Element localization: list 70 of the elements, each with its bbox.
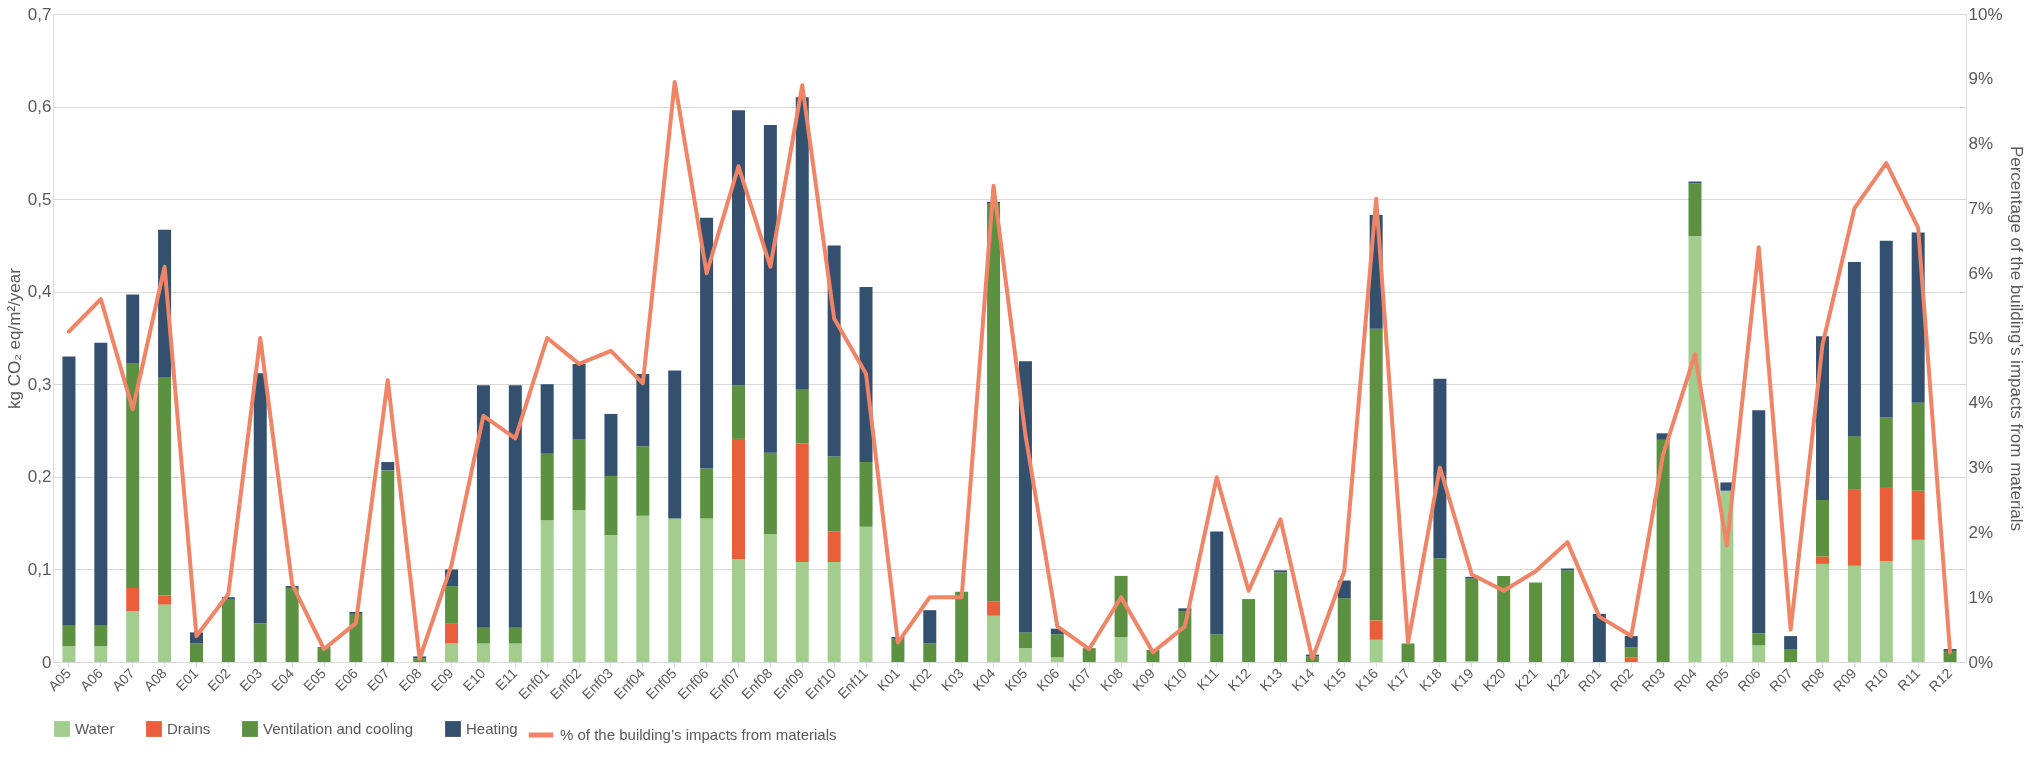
x-tick-label: E10 [459,664,489,695]
x-tick-label: E05 [300,664,330,695]
y-axis-title: kg CO₂ eq/m²/year [4,267,24,409]
x-tick-label: A06 [76,664,106,695]
y2-tick-label: 3% [1968,458,1994,478]
x-tick-label: K04 [969,664,999,695]
y2-tick-label: 1% [1968,587,1994,607]
x-tick-label: E04 [268,664,298,695]
x-tick-label: K02 [905,664,935,695]
x-tick-label: K09 [1128,664,1159,695]
x-tick-label: R01 [1574,664,1605,695]
x-tick-label: R03 [1638,664,1669,695]
x-tick-label: K10 [1160,664,1190,695]
y-tick-label: 0,6 [27,97,52,117]
x-tick-label: R06 [1734,664,1764,695]
y2-tick-label: 5% [1968,328,1994,348]
y2-tick-label: 9% [1968,69,1994,89]
x-tick-label: E07 [363,664,393,695]
x-tick-label: K14 [1288,664,1318,695]
x-tick-label: K15 [1320,664,1350,695]
y-tick-label: 0,1 [27,559,52,579]
legend-label: Drains [167,720,211,737]
x-tick-label: R10 [1861,664,1892,695]
x-tick-label: K20 [1479,664,1509,695]
x-tick-label: R09 [1829,664,1860,695]
x-tick-label: K08 [1097,664,1127,695]
y2-tick-label: 0% [1968,652,1994,672]
y2-axis-title: Percentage of the building’s impacts from materials [2006,145,2026,532]
x-tick-label: R08 [1798,664,1828,695]
y2-tick-label: 10% [1968,4,2003,24]
x-tick-label: E01 [172,664,202,695]
y-tick-label: 0,2 [27,467,52,487]
x-tick-label: K22 [1543,664,1573,695]
y-tick-label: 0,4 [27,282,52,302]
x-tick-label: R02 [1606,664,1637,695]
x-tick-label: K03 [937,664,967,695]
x-tick-label: K13 [1256,664,1286,695]
y2-tick-label: 4% [1968,393,1994,413]
x-tick-label: K07 [1065,664,1095,695]
x-tick-label: E08 [395,664,425,695]
x-tick-label: R11 [1894,664,1924,694]
x-tick-label: E06 [331,664,361,695]
x-tick-label: K21 [1511,664,1541,695]
x-tick-label: K01 [873,664,903,695]
y-tick-label: 0,5 [27,189,52,209]
y-tick-label: 0,3 [27,374,52,394]
legend-label: % of the building’s impacts from materials [560,726,837,743]
y2-tick-label: 8% [1968,134,1994,154]
y2-tick-label: 7% [1968,198,1994,218]
x-tick-label: K06 [1033,664,1063,695]
y2-tick-label: 6% [1968,263,1994,283]
x-tick-label: R04 [1670,664,1701,695]
x-tick-label: E09 [427,664,457,695]
legend-label: Heating [466,720,518,737]
x-tick-label: R12 [1925,664,1956,695]
x-tick-label: E02 [204,664,234,695]
x-tick-label: K16 [1352,664,1382,695]
x-tick-label: K12 [1224,664,1254,695]
y-tick-label: 0 [42,652,52,672]
x-tick-label: A08 [140,664,170,695]
x-tick-label: K19 [1447,664,1477,695]
y-tick-label: 0,7 [27,4,52,24]
x-tick-label: K18 [1415,664,1446,695]
y2-tick-label: 2% [1968,522,1994,542]
x-tick-label: K17 [1384,664,1414,695]
legend-label: Ventilation and cooling [263,720,414,737]
x-tick-label: K11 [1193,664,1222,694]
x-tick-label: K05 [1001,664,1031,695]
legend-label: Water [75,720,115,737]
x-tick-label: E03 [236,664,266,695]
